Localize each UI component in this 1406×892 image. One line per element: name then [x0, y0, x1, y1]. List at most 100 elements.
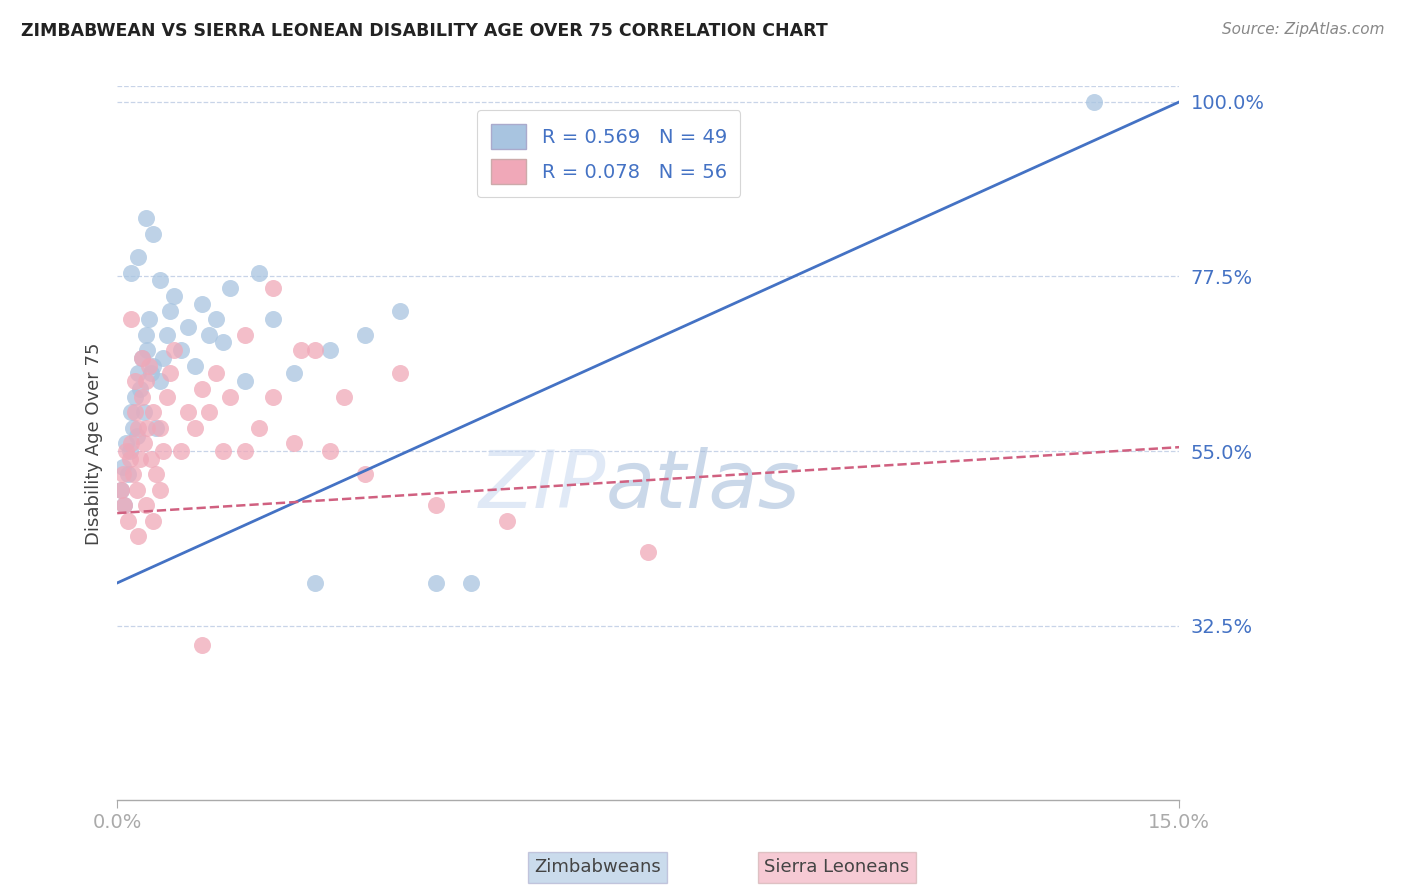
Point — [354, 327, 377, 342]
Point — [333, 390, 356, 404]
Point — [120, 405, 142, 419]
Point — [111, 467, 134, 482]
Point — [142, 227, 165, 241]
Point — [142, 405, 165, 419]
Point — [134, 499, 156, 513]
Point — [142, 359, 165, 373]
Point — [128, 451, 150, 466]
Point — [262, 312, 284, 326]
Point — [114, 436, 136, 450]
Point — [127, 529, 149, 543]
Legend: R = 0.569   N = 49, R = 0.078   N = 56: R = 0.569 N = 49, R = 0.078 N = 56 — [478, 111, 741, 197]
Point — [110, 483, 132, 497]
Point — [127, 367, 149, 381]
Point — [247, 421, 270, 435]
Point — [425, 499, 447, 513]
Point — [156, 327, 179, 342]
Point — [212, 335, 235, 350]
Point — [425, 576, 447, 591]
Point — [125, 483, 148, 497]
Point — [191, 296, 214, 310]
Point — [184, 421, 207, 435]
Point — [304, 576, 326, 591]
Point — [177, 405, 200, 419]
Point — [111, 459, 134, 474]
Point — [170, 444, 193, 458]
Point — [156, 390, 179, 404]
Point — [262, 390, 284, 404]
Point — [233, 444, 256, 458]
Text: Zimbabweans: Zimbabweans — [534, 858, 661, 876]
Point — [117, 467, 139, 482]
Point — [138, 359, 160, 373]
Point — [149, 421, 172, 435]
Point — [127, 421, 149, 435]
Text: atlas: atlas — [606, 447, 800, 525]
Point — [120, 266, 142, 280]
Text: ZIMBABWEAN VS SIERRA LEONEAN DISABILITY AGE OVER 75 CORRELATION CHART: ZIMBABWEAN VS SIERRA LEONEAN DISABILITY … — [21, 22, 828, 40]
Point — [233, 327, 256, 342]
Point — [142, 514, 165, 528]
Point — [191, 382, 214, 396]
Point — [219, 390, 242, 404]
Point — [163, 289, 186, 303]
Point — [121, 467, 143, 482]
Point — [389, 304, 412, 318]
Point — [159, 304, 181, 318]
Y-axis label: Disability Age Over 75: Disability Age Over 75 — [86, 342, 103, 544]
Point — [114, 444, 136, 458]
Point — [134, 374, 156, 388]
Point — [141, 367, 163, 381]
Point — [149, 273, 172, 287]
Point — [127, 250, 149, 264]
Point — [205, 367, 228, 381]
Point — [354, 467, 377, 482]
Point — [152, 351, 174, 365]
Point — [117, 514, 139, 528]
Point — [163, 343, 186, 358]
Point — [149, 374, 172, 388]
Point — [219, 281, 242, 295]
Point — [118, 451, 141, 466]
Point — [120, 436, 142, 450]
Point — [247, 266, 270, 280]
Text: ZIP: ZIP — [478, 447, 606, 525]
Text: Sierra Leoneans: Sierra Leoneans — [763, 858, 910, 876]
Point — [128, 382, 150, 396]
Point — [118, 444, 141, 458]
Point — [198, 405, 221, 419]
Point — [1083, 95, 1105, 109]
Point — [191, 638, 214, 652]
Point — [159, 367, 181, 381]
Point — [290, 343, 312, 358]
Point — [134, 327, 156, 342]
Point — [121, 421, 143, 435]
Point — [120, 312, 142, 326]
Point — [262, 281, 284, 295]
Point — [124, 374, 146, 388]
Point — [389, 367, 412, 381]
Point — [132, 436, 155, 450]
Point — [212, 444, 235, 458]
Point — [131, 390, 153, 404]
Point — [136, 421, 159, 435]
Point — [131, 351, 153, 365]
Point — [198, 327, 221, 342]
Point — [132, 405, 155, 419]
Point — [141, 451, 163, 466]
Point — [318, 444, 340, 458]
Point — [152, 444, 174, 458]
Point — [149, 483, 172, 497]
Point — [145, 467, 167, 482]
Text: Source: ZipAtlas.com: Source: ZipAtlas.com — [1222, 22, 1385, 37]
Point — [495, 514, 517, 528]
Point — [304, 343, 326, 358]
Point — [134, 211, 156, 226]
Point — [136, 343, 159, 358]
Point — [283, 436, 305, 450]
Point — [177, 319, 200, 334]
Point — [138, 312, 160, 326]
Point — [637, 545, 659, 559]
Point — [184, 359, 207, 373]
Point — [112, 499, 135, 513]
